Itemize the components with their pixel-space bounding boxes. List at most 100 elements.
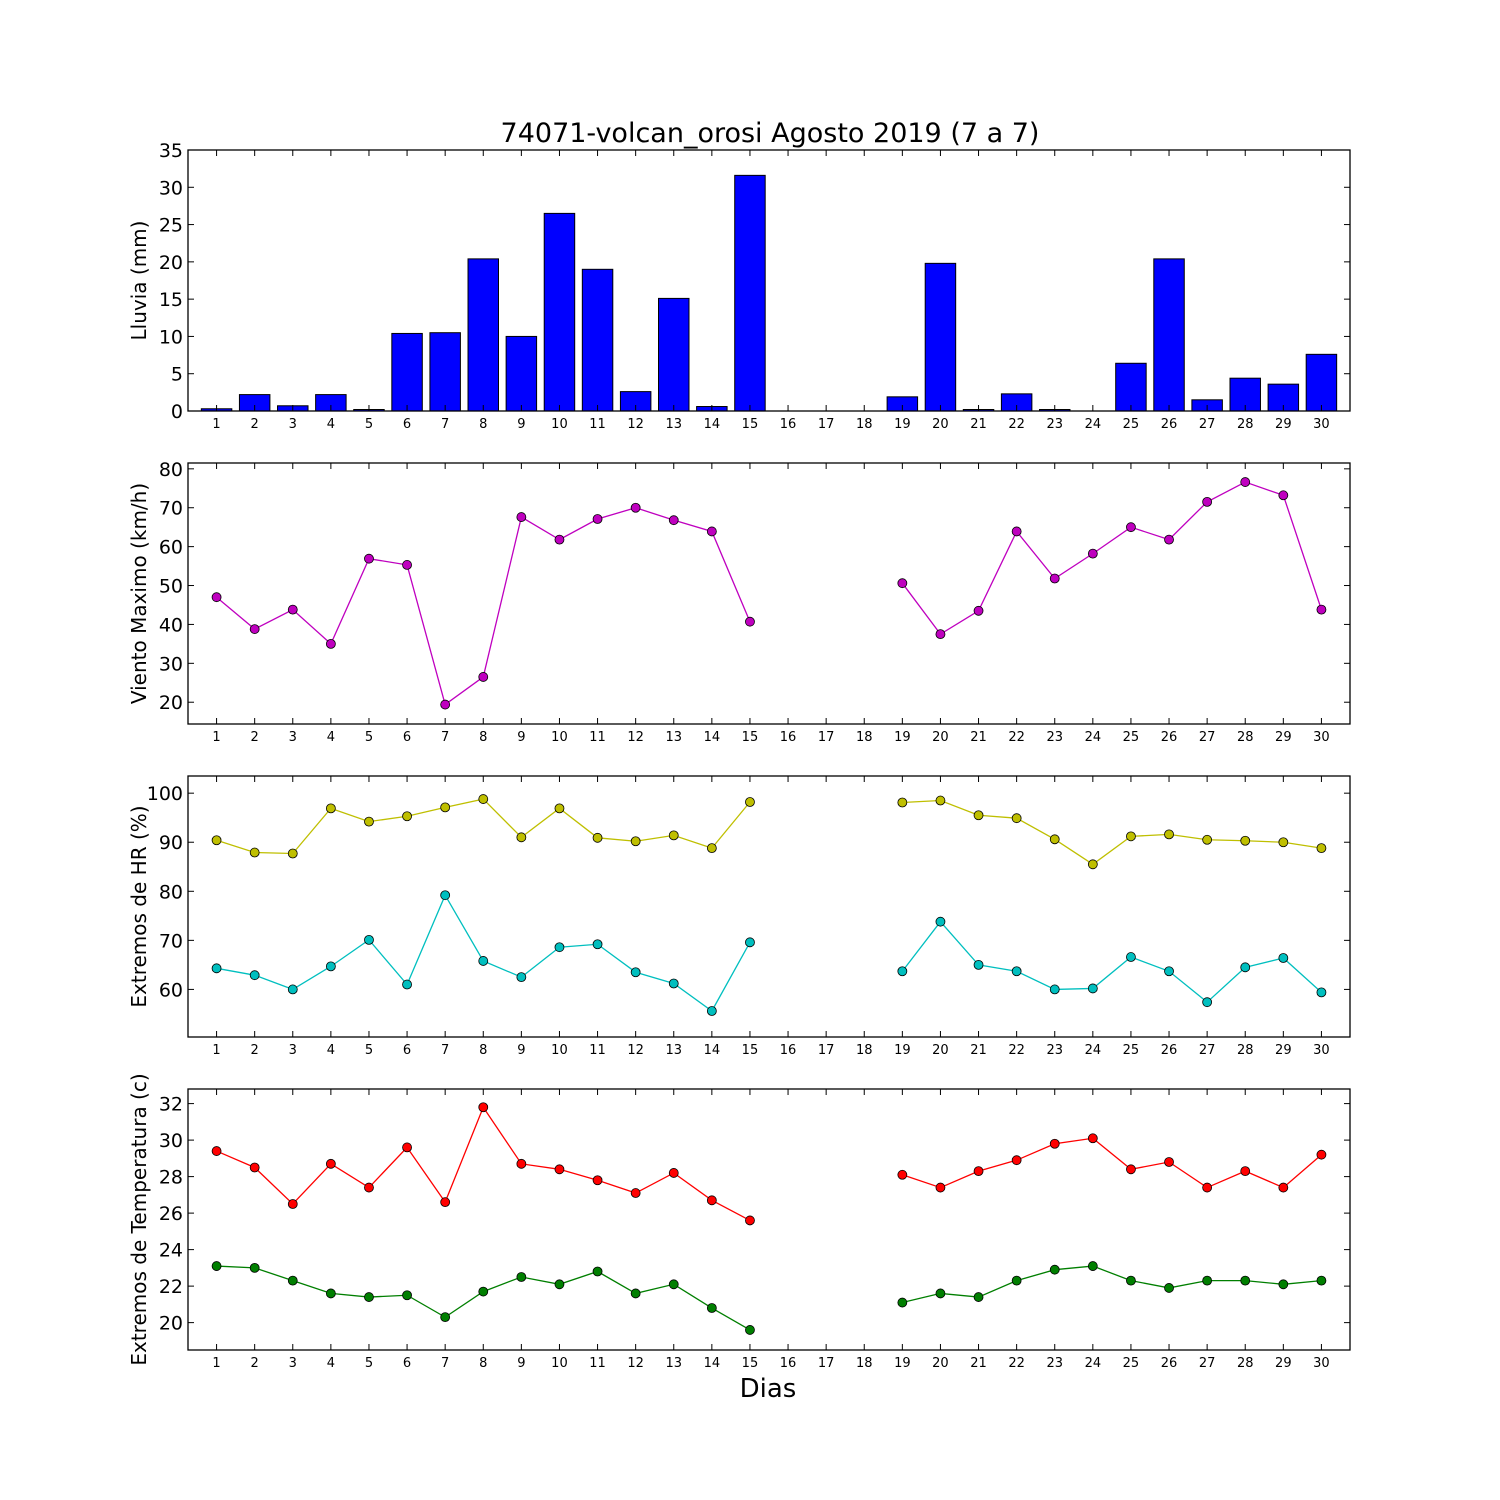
y-tick-label: 70	[159, 498, 183, 520]
data-point	[478, 1286, 489, 1297]
x-tick-label: 30	[1313, 730, 1330, 745]
data-point	[706, 526, 717, 537]
series-line-2-0	[902, 799, 1322, 866]
data-point	[440, 890, 451, 901]
x-tick-label: 29	[1275, 1356, 1292, 1371]
data-point	[325, 1158, 336, 1169]
plot-frame	[187, 1088, 1351, 1351]
series-line-3-1	[902, 1265, 1322, 1304]
x-tick-label: 24	[1085, 730, 1102, 745]
y-tick-label: 26	[159, 1203, 183, 1225]
x-tick-label: 8	[479, 730, 487, 745]
x-tick-label: 21	[970, 417, 987, 432]
x-tick-label: 15	[742, 417, 759, 432]
data-point	[1316, 987, 1327, 998]
x-tick-label: 5	[365, 417, 373, 432]
x-tick-label: 8	[479, 417, 487, 432]
data-point	[325, 803, 336, 814]
x-tick-label: 20	[932, 1043, 949, 1058]
x-tick-label: 1	[212, 1356, 220, 1371]
x-tick-label: 2	[251, 417, 259, 432]
data-point	[592, 514, 603, 524]
y-tick-label: 70	[159, 930, 183, 952]
data-point	[935, 916, 946, 927]
data-point	[592, 939, 603, 950]
data-point	[1164, 829, 1174, 840]
data-point	[516, 1272, 527, 1282]
data-point	[478, 672, 489, 682]
data-point	[1164, 966, 1174, 977]
x-tick-label: 25	[1123, 730, 1140, 745]
data-point	[745, 616, 755, 627]
y-tick-label: 20	[159, 1313, 183, 1335]
y-tick-label: 100	[147, 783, 183, 805]
data-point	[706, 1195, 717, 1206]
data-point	[1240, 477, 1251, 487]
data-point	[935, 795, 946, 806]
data-point	[1087, 983, 1098, 994]
x-tick-label: 17	[818, 417, 835, 432]
data-point	[1126, 1164, 1136, 1175]
x-tick-label: 4	[327, 1043, 335, 1058]
data-point	[440, 1312, 451, 1323]
y-tick-label: 80	[159, 881, 183, 903]
x-tick-label: 19	[894, 1356, 911, 1371]
x-tick-label: 23	[1046, 730, 1063, 745]
data-point	[973, 1292, 984, 1302]
x-tick-label: 7	[441, 417, 449, 432]
y-tick-label: 40	[159, 614, 183, 636]
data-point	[516, 1158, 527, 1169]
data-point	[554, 1279, 565, 1290]
x-tick-label: 21	[970, 1356, 987, 1371]
data-point	[1316, 1275, 1327, 1286]
y-tick-label: 30	[159, 653, 183, 675]
x-tick-label: 12	[627, 417, 644, 432]
data-point	[1011, 966, 1022, 977]
y-tick-label: 0	[171, 401, 183, 423]
data-point	[1087, 1261, 1098, 1271]
data-point	[325, 638, 336, 649]
data-point	[935, 629, 946, 640]
x-tick-label: 12	[627, 730, 644, 745]
rain-bar	[658, 297, 690, 412]
data-point	[1202, 496, 1213, 507]
rain-bar	[1115, 362, 1147, 412]
data-point	[1316, 843, 1327, 854]
x-tick-label: 18	[856, 1043, 873, 1058]
x-tick-label: 7	[441, 1356, 449, 1371]
x-tick-label: 20	[932, 417, 949, 432]
data-point	[1164, 1283, 1174, 1293]
y-tick-label: 90	[159, 832, 183, 854]
data-point	[287, 1275, 298, 1286]
data-point	[478, 1102, 489, 1113]
data-point	[1278, 953, 1289, 963]
data-point	[554, 534, 565, 545]
x-tick-label: 26	[1161, 1043, 1178, 1058]
x-tick-label: 1	[212, 1043, 220, 1058]
data-point	[287, 848, 298, 859]
y-tick-label: 20	[159, 692, 183, 714]
data-point	[287, 984, 298, 995]
data-point	[1011, 1275, 1022, 1286]
data-point	[440, 802, 451, 813]
data-point	[211, 835, 222, 846]
x-tick-label: 6	[403, 417, 411, 432]
y-tick-label: 30	[159, 177, 183, 199]
data-point	[211, 963, 222, 974]
data-point	[402, 1290, 412, 1301]
data-point	[1011, 813, 1022, 824]
x-tick-label: 13	[665, 1043, 682, 1058]
data-point	[516, 972, 527, 983]
data-point	[745, 1325, 755, 1335]
x-tick-label: 25	[1123, 1356, 1140, 1371]
data-point	[592, 832, 603, 843]
data-point	[1049, 984, 1060, 995]
data-point	[1011, 1155, 1022, 1166]
x-tick-label: 13	[665, 730, 682, 745]
data-point	[1087, 548, 1098, 559]
data-point	[668, 830, 679, 841]
x-tick-label: 20	[932, 1356, 949, 1371]
plot-frame	[187, 149, 1351, 412]
x-tick-label: 3	[289, 1356, 297, 1371]
